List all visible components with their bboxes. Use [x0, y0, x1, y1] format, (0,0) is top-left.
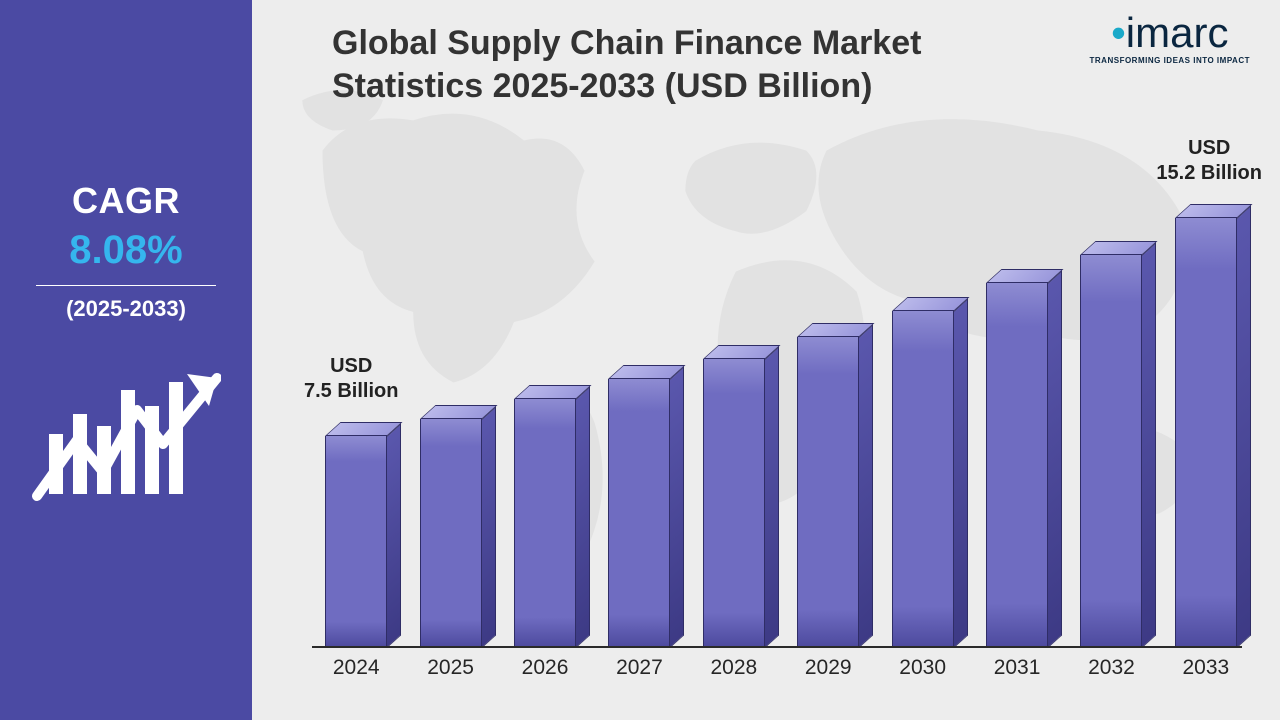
chart-bar: [509, 399, 581, 648]
cagr-value: 8.08%: [69, 228, 182, 273]
x-axis-label: 2026: [509, 648, 581, 690]
end-label-line: 15.2 Billion: [1156, 161, 1262, 186]
chart-bar: [981, 283, 1053, 648]
x-axis-label: 2025: [414, 648, 486, 690]
bar-chart: USD7.5 Billion USD15.2 Billion 202420252…: [312, 130, 1256, 690]
x-axis-label: 2032: [1075, 648, 1147, 690]
end-label-line: USD: [304, 354, 398, 379]
x-axis-label: 2033: [1170, 648, 1242, 690]
x-axis-label: 2027: [603, 648, 675, 690]
end-label-line: USD: [1156, 136, 1262, 161]
end-label-line: 7.5 Billion: [304, 379, 398, 404]
main-panel: Global Supply Chain Finance Market Stati…: [252, 0, 1280, 720]
x-axis-label: 2028: [698, 648, 770, 690]
chart-bar: [792, 337, 864, 648]
x-axis-label: 2030: [886, 648, 958, 690]
chart-bars-container: [312, 130, 1256, 648]
x-axis-label: 2024: [320, 648, 392, 690]
brand-logo-text: imarc: [1126, 9, 1229, 56]
chart-plot-area: USD7.5 Billion USD15.2 Billion: [312, 130, 1256, 648]
growth-chart-icon: [31, 362, 221, 502]
x-axis-label: 2029: [792, 648, 864, 690]
brand-logo-dot-icon: •: [1111, 9, 1126, 56]
chart-bar: [414, 419, 486, 648]
first-bar-value-label: USD7.5 Billion: [304, 354, 398, 404]
chart-bar: [1075, 255, 1147, 648]
chart-title: Global Supply Chain Finance Market Stati…: [332, 22, 1052, 107]
cagr-label: CAGR: [72, 180, 180, 222]
chart-bar: [886, 311, 958, 648]
chart-bar: [603, 379, 675, 648]
x-axis-label: 2031: [981, 648, 1053, 690]
brand-logo-tagline: TRANSFORMING IDEAS INTO IMPACT: [1090, 56, 1250, 65]
last-bar-value-label: USD15.2 Billion: [1156, 136, 1262, 186]
chart-bar: [698, 359, 770, 648]
brand-logo: •imarc TRANSFORMING IDEAS INTO IMPACT: [1090, 12, 1250, 65]
cagr-divider: [36, 285, 216, 286]
chart-x-axis: 2024 2025 2026 2027 2028 2029 2030 2031 2032 2033: [312, 648, 1256, 690]
sidebar-panel: CAGR 8.08% (2025-2033): [0, 0, 252, 720]
brand-logo-word: •imarc: [1090, 12, 1250, 54]
chart-bar: [320, 436, 392, 648]
cagr-period: (2025-2033): [66, 296, 186, 322]
chart-bar: [1170, 218, 1242, 648]
